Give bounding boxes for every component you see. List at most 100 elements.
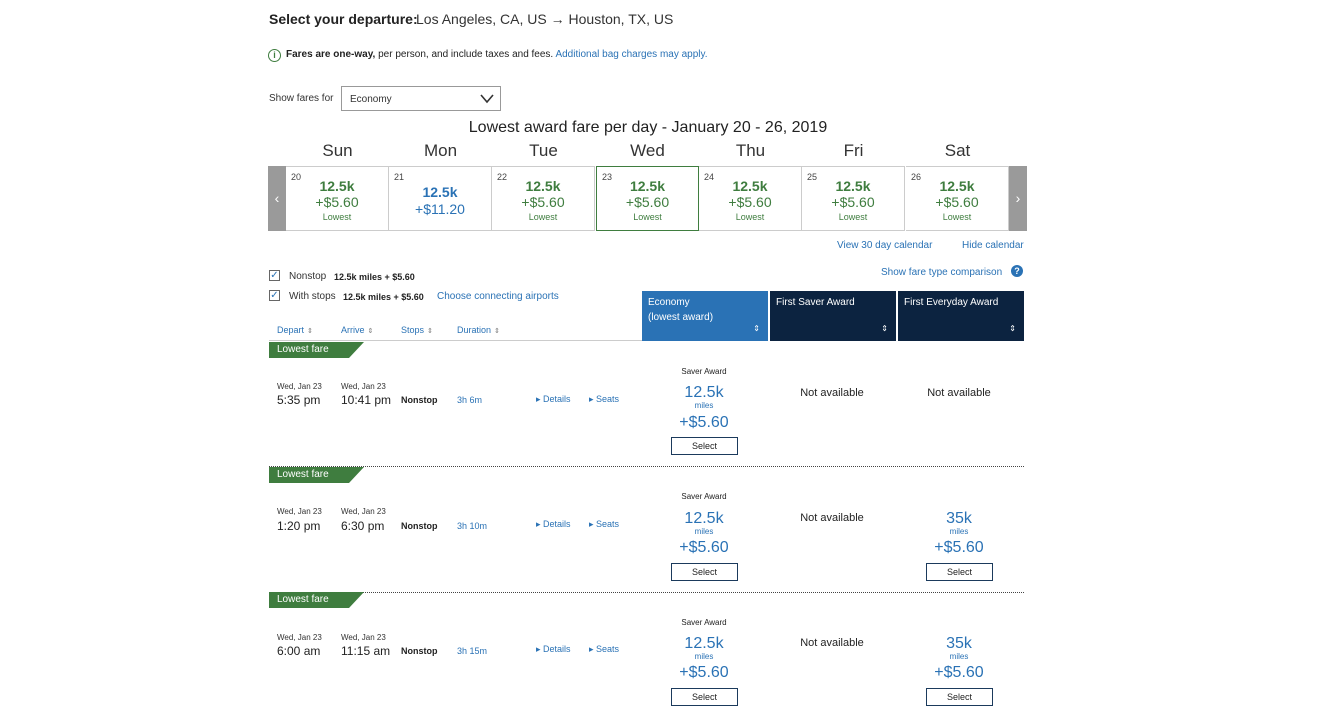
award-type: Saver Award	[681, 618, 727, 627]
calendar-day-21[interactable]: 21 12.5k +$11.20	[389, 166, 492, 231]
economy-column-header[interactable]: Economy (lowest award) ⇕	[642, 291, 768, 341]
dow-mon: Mon	[423, 141, 458, 160]
cabin-select[interactable]: Economy	[341, 86, 501, 111]
calendar-title: Lowest award fare per day - January 20 -…	[468, 119, 828, 136]
economy-miles: 12.5k	[684, 384, 724, 401]
economy-miles-unit: miles	[694, 401, 714, 410]
select-economy-button[interactable]: Select	[671, 688, 738, 706]
connecting-airports-link[interactable]: Choose connecting airports	[437, 291, 559, 302]
calendar-day-22[interactable]: 22 12.5k +$5.60 Lowest	[492, 166, 595, 231]
details-label: Details	[543, 519, 571, 529]
depart-date: Wed, Jan 23	[277, 382, 322, 391]
fare-comparison-link[interactable]: Show fare type comparison	[881, 267, 1003, 278]
bag-charges-link[interactable]: Additional bag charges may apply.	[555, 49, 708, 60]
show-fares-label: Show fares for	[269, 93, 334, 104]
first-saver-not-available: Not available	[800, 637, 864, 649]
calendar-next-button[interactable]: ›	[1009, 166, 1027, 231]
sort-icon: ⇕	[427, 328, 433, 335]
first-saver-column-header[interactable]: First Saver Award ⇕	[770, 291, 896, 341]
select-economy-button[interactable]: Select	[671, 437, 738, 455]
sort-duration[interactable]: Duration ⇕	[457, 325, 500, 335]
dow-tue: Tue	[529, 141, 558, 160]
caret-right-icon: ▸	[589, 394, 594, 404]
first-everyday-taxes: +$5.60	[934, 664, 984, 681]
select-first-everyday-button[interactable]: Select	[926, 563, 993, 581]
arrive-time: 11:15 am	[341, 644, 391, 658]
sort-depart[interactable]: Depart ⇕	[277, 325, 313, 335]
day-number: 25	[807, 172, 818, 182]
duration-header: Duration	[457, 325, 492, 335]
first-saver-not-available: Not available	[800, 387, 864, 399]
calendar-prev-button[interactable]: ‹	[268, 166, 286, 231]
first-everyday-taxes: +$5.60	[934, 539, 984, 556]
first-saver-header-label: First Saver Award	[776, 297, 855, 308]
dow-thu: Thu	[735, 141, 766, 160]
caret-right-icon: ▸	[589, 644, 594, 654]
day-miles: 12.5k	[835, 178, 871, 194]
header-divider	[269, 340, 642, 341]
details-link[interactable]: ▸ Details	[536, 519, 571, 530]
day-note: Lowest	[735, 212, 765, 222]
badge-label: Lowest fare	[277, 469, 329, 480]
seats-link[interactable]: ▸ Seats	[589, 644, 619, 655]
first-everyday-not-available: Not available	[927, 387, 991, 399]
with-stops-checkbox[interactable]: ✓	[269, 290, 280, 301]
sort-icon: ⇕	[307, 328, 313, 335]
depart-date: Wed, Jan 23	[277, 633, 322, 642]
check-icon: ✓	[270, 290, 279, 301]
check-icon: ✓	[270, 270, 279, 281]
view-30-day-link[interactable]: View 30 day calendar	[837, 240, 933, 251]
stops-header: Stops	[401, 325, 425, 335]
arrive-date: Wed, Jan 23	[341, 507, 386, 516]
caret-right-icon: ▸	[589, 519, 594, 529]
badge-label: Lowest fare	[277, 344, 329, 355]
chevron-down-icon	[480, 94, 494, 104]
duration-value: 3h 10m	[457, 521, 488, 531]
day-note: Lowest	[322, 212, 352, 222]
day-miles: 12.5k	[939, 178, 975, 194]
select-first-everyday-button[interactable]: Select	[926, 688, 993, 706]
row-divider	[269, 466, 1024, 467]
lowest-fare-badge	[269, 467, 364, 483]
day-taxes: +$5.60	[521, 194, 565, 210]
calendar-day-23-selected[interactable]: 23 12.5k +$5.60 Lowest	[596, 166, 699, 231]
hide-calendar-link[interactable]: Hide calendar	[962, 240, 1024, 251]
day-number: 21	[394, 172, 405, 182]
first-everyday-miles-unit: miles	[949, 652, 969, 661]
calendar-day-25[interactable]: 25 12.5k +$5.60 Lowest	[802, 166, 905, 231]
fare-info-bold: Fares are one-way,	[286, 49, 376, 60]
first-everyday-miles: 35k	[946, 510, 972, 527]
details-label: Details	[543, 644, 571, 654]
calendar-day-20[interactable]: 20 12.5k +$5.60 Lowest	[286, 166, 389, 231]
depart-date: Wed, Jan 23	[277, 507, 322, 516]
first-everyday-column-header[interactable]: First Everyday Award ⇕	[898, 291, 1024, 341]
seats-link[interactable]: ▸ Seats	[589, 394, 619, 405]
dow-sun: Sun	[322, 141, 353, 160]
day-taxes: +$11.20	[415, 201, 465, 217]
arrive-date: Wed, Jan 23	[341, 633, 386, 642]
caret-right-icon: ▸	[536, 519, 541, 529]
day-note: Lowest	[633, 212, 662, 222]
first-everyday-header-label: First Everyday Award	[904, 297, 999, 308]
fare-info-text: Fares are one-way, per person, and inclu…	[286, 49, 708, 60]
nonstop-checkbox[interactable]: ✓	[269, 270, 280, 281]
departure-heading: Select your departure:	[269, 11, 418, 27]
seats-link[interactable]: ▸ Seats	[589, 519, 619, 530]
economy-header-line2: (lowest award)	[648, 312, 714, 323]
calendar-day-26[interactable]: 26 12.5k +$5.60 Lowest	[906, 166, 1009, 231]
day-note: Lowest	[838, 212, 868, 222]
cabin-select-value: Economy	[350, 94, 392, 105]
details-link[interactable]: ▸ Details	[536, 644, 571, 655]
chevron-left-icon: ‹	[274, 190, 280, 206]
help-icon[interactable]: ?	[1011, 265, 1023, 277]
select-economy-button[interactable]: Select	[671, 563, 738, 581]
duration-value: 3h 6m	[457, 395, 483, 405]
sort-arrive[interactable]: Arrive ⇕	[341, 325, 373, 335]
seats-label: Seats	[596, 394, 620, 404]
calendar-day-24[interactable]: 24 12.5k +$5.60 Lowest	[699, 166, 802, 231]
details-link[interactable]: ▸ Details	[536, 394, 571, 405]
award-type: Saver Award	[681, 367, 727, 376]
seats-label: Seats	[596, 519, 620, 529]
sort-stops[interactable]: Stops ⇕	[401, 325, 433, 335]
day-number: 20	[291, 172, 302, 182]
